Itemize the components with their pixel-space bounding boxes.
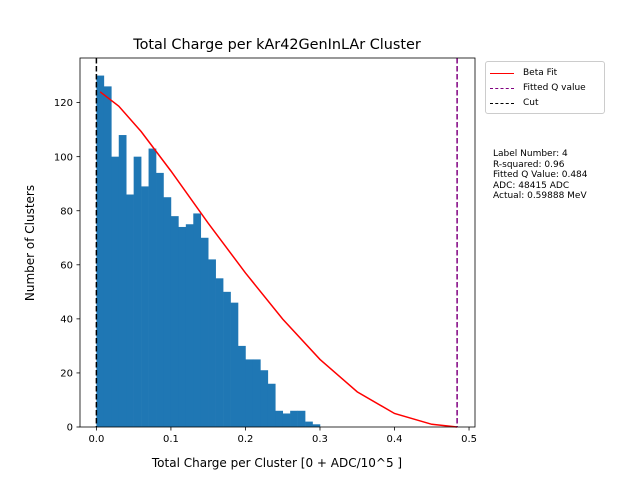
histogram-bar xyxy=(185,224,194,427)
x-tick-label: 0.4 xyxy=(387,434,403,445)
histogram-bar xyxy=(223,291,231,427)
histogram-bar xyxy=(148,148,157,428)
annotation-actual: Actual: 0.59888 MeV xyxy=(493,191,587,202)
plot-area-frame xyxy=(79,57,476,428)
x-axis-label: Total Charge per Cluster [0 + ADC/10^5 ] xyxy=(151,456,402,470)
histogram-bar xyxy=(96,75,105,428)
histogram-bar xyxy=(297,410,306,427)
histogram-bar xyxy=(208,259,216,427)
fit-annotation: Label Number: 4 R-squared: 0.96 Fitted Q… xyxy=(493,149,588,202)
histogram-bar xyxy=(275,410,284,427)
x-tick-label: 0.3 xyxy=(312,434,328,445)
annotation-adc: ADC: 48415 ADC xyxy=(493,180,570,191)
plot-lines xyxy=(95,58,458,428)
histogram-bar xyxy=(163,197,172,427)
y-tick-label: 20 xyxy=(60,369,73,380)
y-axis-label: Number of Clusters xyxy=(23,185,37,301)
histogram-bar xyxy=(305,421,313,427)
y-tick-label: 40 xyxy=(60,314,73,325)
histogram-bar xyxy=(193,213,202,427)
x-tick-label: 0.0 xyxy=(88,434,104,445)
histogram-bar xyxy=(238,345,246,427)
y-axis-ticks: 0 20 40 60 80 100 120 xyxy=(54,98,80,434)
legend-item-cut: Cut xyxy=(490,96,539,110)
histogram-bar xyxy=(290,410,298,427)
histogram-bar xyxy=(312,424,321,427)
chart-title: Total Charge per kAr42GenInLAr Cluster xyxy=(132,37,421,53)
y-tick-label: 0 xyxy=(67,423,73,434)
legend-item-beta-fit: Beta Fit xyxy=(490,66,557,80)
x-axis-ticks: 0.0 0.1 0.2 0.3 0.4 0.5 xyxy=(88,427,477,445)
legend: Beta Fit Fitted Q value Cut xyxy=(485,61,605,114)
legend-label-cut: Cut xyxy=(523,98,539,108)
annotation-fitted-q: Fitted Q Value: 0.484 xyxy=(493,170,588,181)
legend-label-beta-fit: Beta Fit xyxy=(523,68,558,78)
x-tick-label: 0.5 xyxy=(461,434,477,445)
legend-label-fitted-q: Fitted Q value xyxy=(523,83,586,93)
histogram-bar xyxy=(126,194,134,427)
histogram-bar xyxy=(245,359,254,427)
histogram-bar xyxy=(111,156,120,427)
y-tick-label: 60 xyxy=(60,260,73,271)
histogram-bar xyxy=(118,135,127,428)
annotation-label-number: Label Number: 4 xyxy=(493,149,568,159)
histogram-bar xyxy=(267,383,276,427)
histogram-bar xyxy=(230,302,239,427)
histogram-bar xyxy=(103,86,112,427)
y-tick-label: 100 xyxy=(54,152,73,163)
x-tick-label: 0.1 xyxy=(163,434,179,445)
histogram-bar xyxy=(260,370,269,427)
beta-fit-line xyxy=(99,91,458,428)
histogram-bars xyxy=(96,75,321,428)
histogram-bar xyxy=(156,172,164,427)
histogram-bar xyxy=(170,216,179,427)
y-tick-label: 80 xyxy=(60,206,73,217)
histogram-bar xyxy=(252,359,261,427)
x-tick-label: 0.2 xyxy=(237,434,253,445)
histogram-bar xyxy=(178,226,187,427)
histogram-bar xyxy=(200,237,209,427)
annotation-r-squared: R-squared: 0.96 xyxy=(493,159,565,170)
histogram-bar xyxy=(282,413,291,427)
histogram-bar xyxy=(133,156,142,427)
histogram-bar xyxy=(141,186,149,427)
histogram-bar xyxy=(215,278,224,427)
y-tick-label: 120 xyxy=(54,98,73,109)
legend-swatch-cut xyxy=(490,102,514,104)
legend-swatch-beta-fit xyxy=(490,72,514,74)
legend-swatch-fitted-q xyxy=(490,87,514,89)
legend-item-fitted-q: Fitted Q value xyxy=(490,81,586,95)
